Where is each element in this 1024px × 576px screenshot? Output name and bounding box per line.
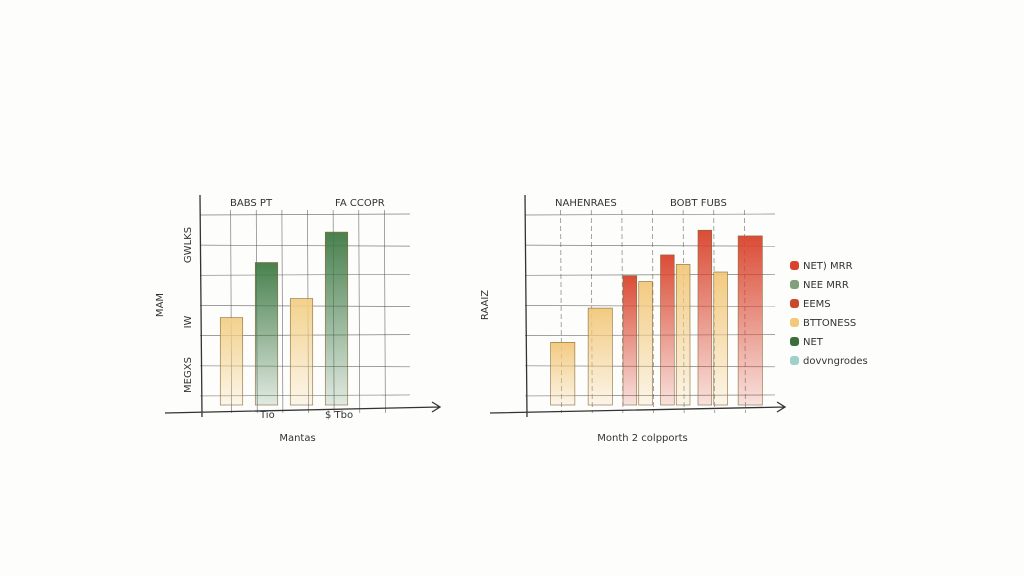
legend-label: BTTONESS xyxy=(803,318,856,329)
x-tick-label: $ Tbo xyxy=(325,410,353,421)
annotation: BABS PT xyxy=(230,198,273,209)
grid-line xyxy=(199,273,411,276)
bar xyxy=(713,271,728,406)
bar xyxy=(587,307,613,406)
legend-label: NET xyxy=(803,337,824,348)
grid-line xyxy=(199,213,411,216)
grid-line xyxy=(281,209,284,414)
legend-swatch xyxy=(790,280,799,289)
legend-swatch xyxy=(790,261,799,270)
bar xyxy=(660,254,675,406)
annotation: NAHENRAES xyxy=(555,198,617,209)
legend-label: NEE MRR xyxy=(803,280,849,291)
y-axis-label: RAAIZ xyxy=(480,290,491,320)
grid-line xyxy=(199,244,411,247)
annotation: FA CCOPR xyxy=(335,198,385,209)
x-axis-label: Month 2 colpports xyxy=(597,433,688,444)
bar xyxy=(737,235,763,406)
legend-label: EEMS xyxy=(803,299,831,310)
grid-line xyxy=(384,209,386,414)
grid-line xyxy=(524,213,776,216)
axes xyxy=(164,194,442,418)
legend-label: dovvngrodes xyxy=(803,356,868,367)
y-tick-label: MEGXS xyxy=(183,357,194,393)
bar xyxy=(622,275,638,406)
y-axis-label: MAM xyxy=(155,293,166,317)
bar xyxy=(638,281,653,406)
axes xyxy=(489,194,787,418)
y-tick-label: IW xyxy=(183,315,194,328)
bar xyxy=(289,298,314,406)
grid-line xyxy=(524,273,776,276)
legend-swatch xyxy=(790,318,799,327)
grid-line xyxy=(358,209,361,414)
bar xyxy=(550,341,576,406)
y-tick-label: GWLKS xyxy=(183,227,194,263)
bar xyxy=(675,264,691,406)
legend-swatch xyxy=(790,356,799,365)
bar xyxy=(219,317,244,406)
bar xyxy=(697,229,713,406)
bar xyxy=(254,262,279,406)
legend-swatch xyxy=(790,337,799,346)
legend-swatch xyxy=(790,299,799,308)
x-tick-label: Tio xyxy=(259,410,275,421)
bar xyxy=(324,231,349,406)
grid-line xyxy=(524,244,776,247)
annotation: BOBT FUBS xyxy=(670,198,727,209)
x-axis-label: Mantas xyxy=(279,433,315,444)
legend-label: NET) MRR xyxy=(803,261,853,272)
grid-line xyxy=(652,209,654,414)
